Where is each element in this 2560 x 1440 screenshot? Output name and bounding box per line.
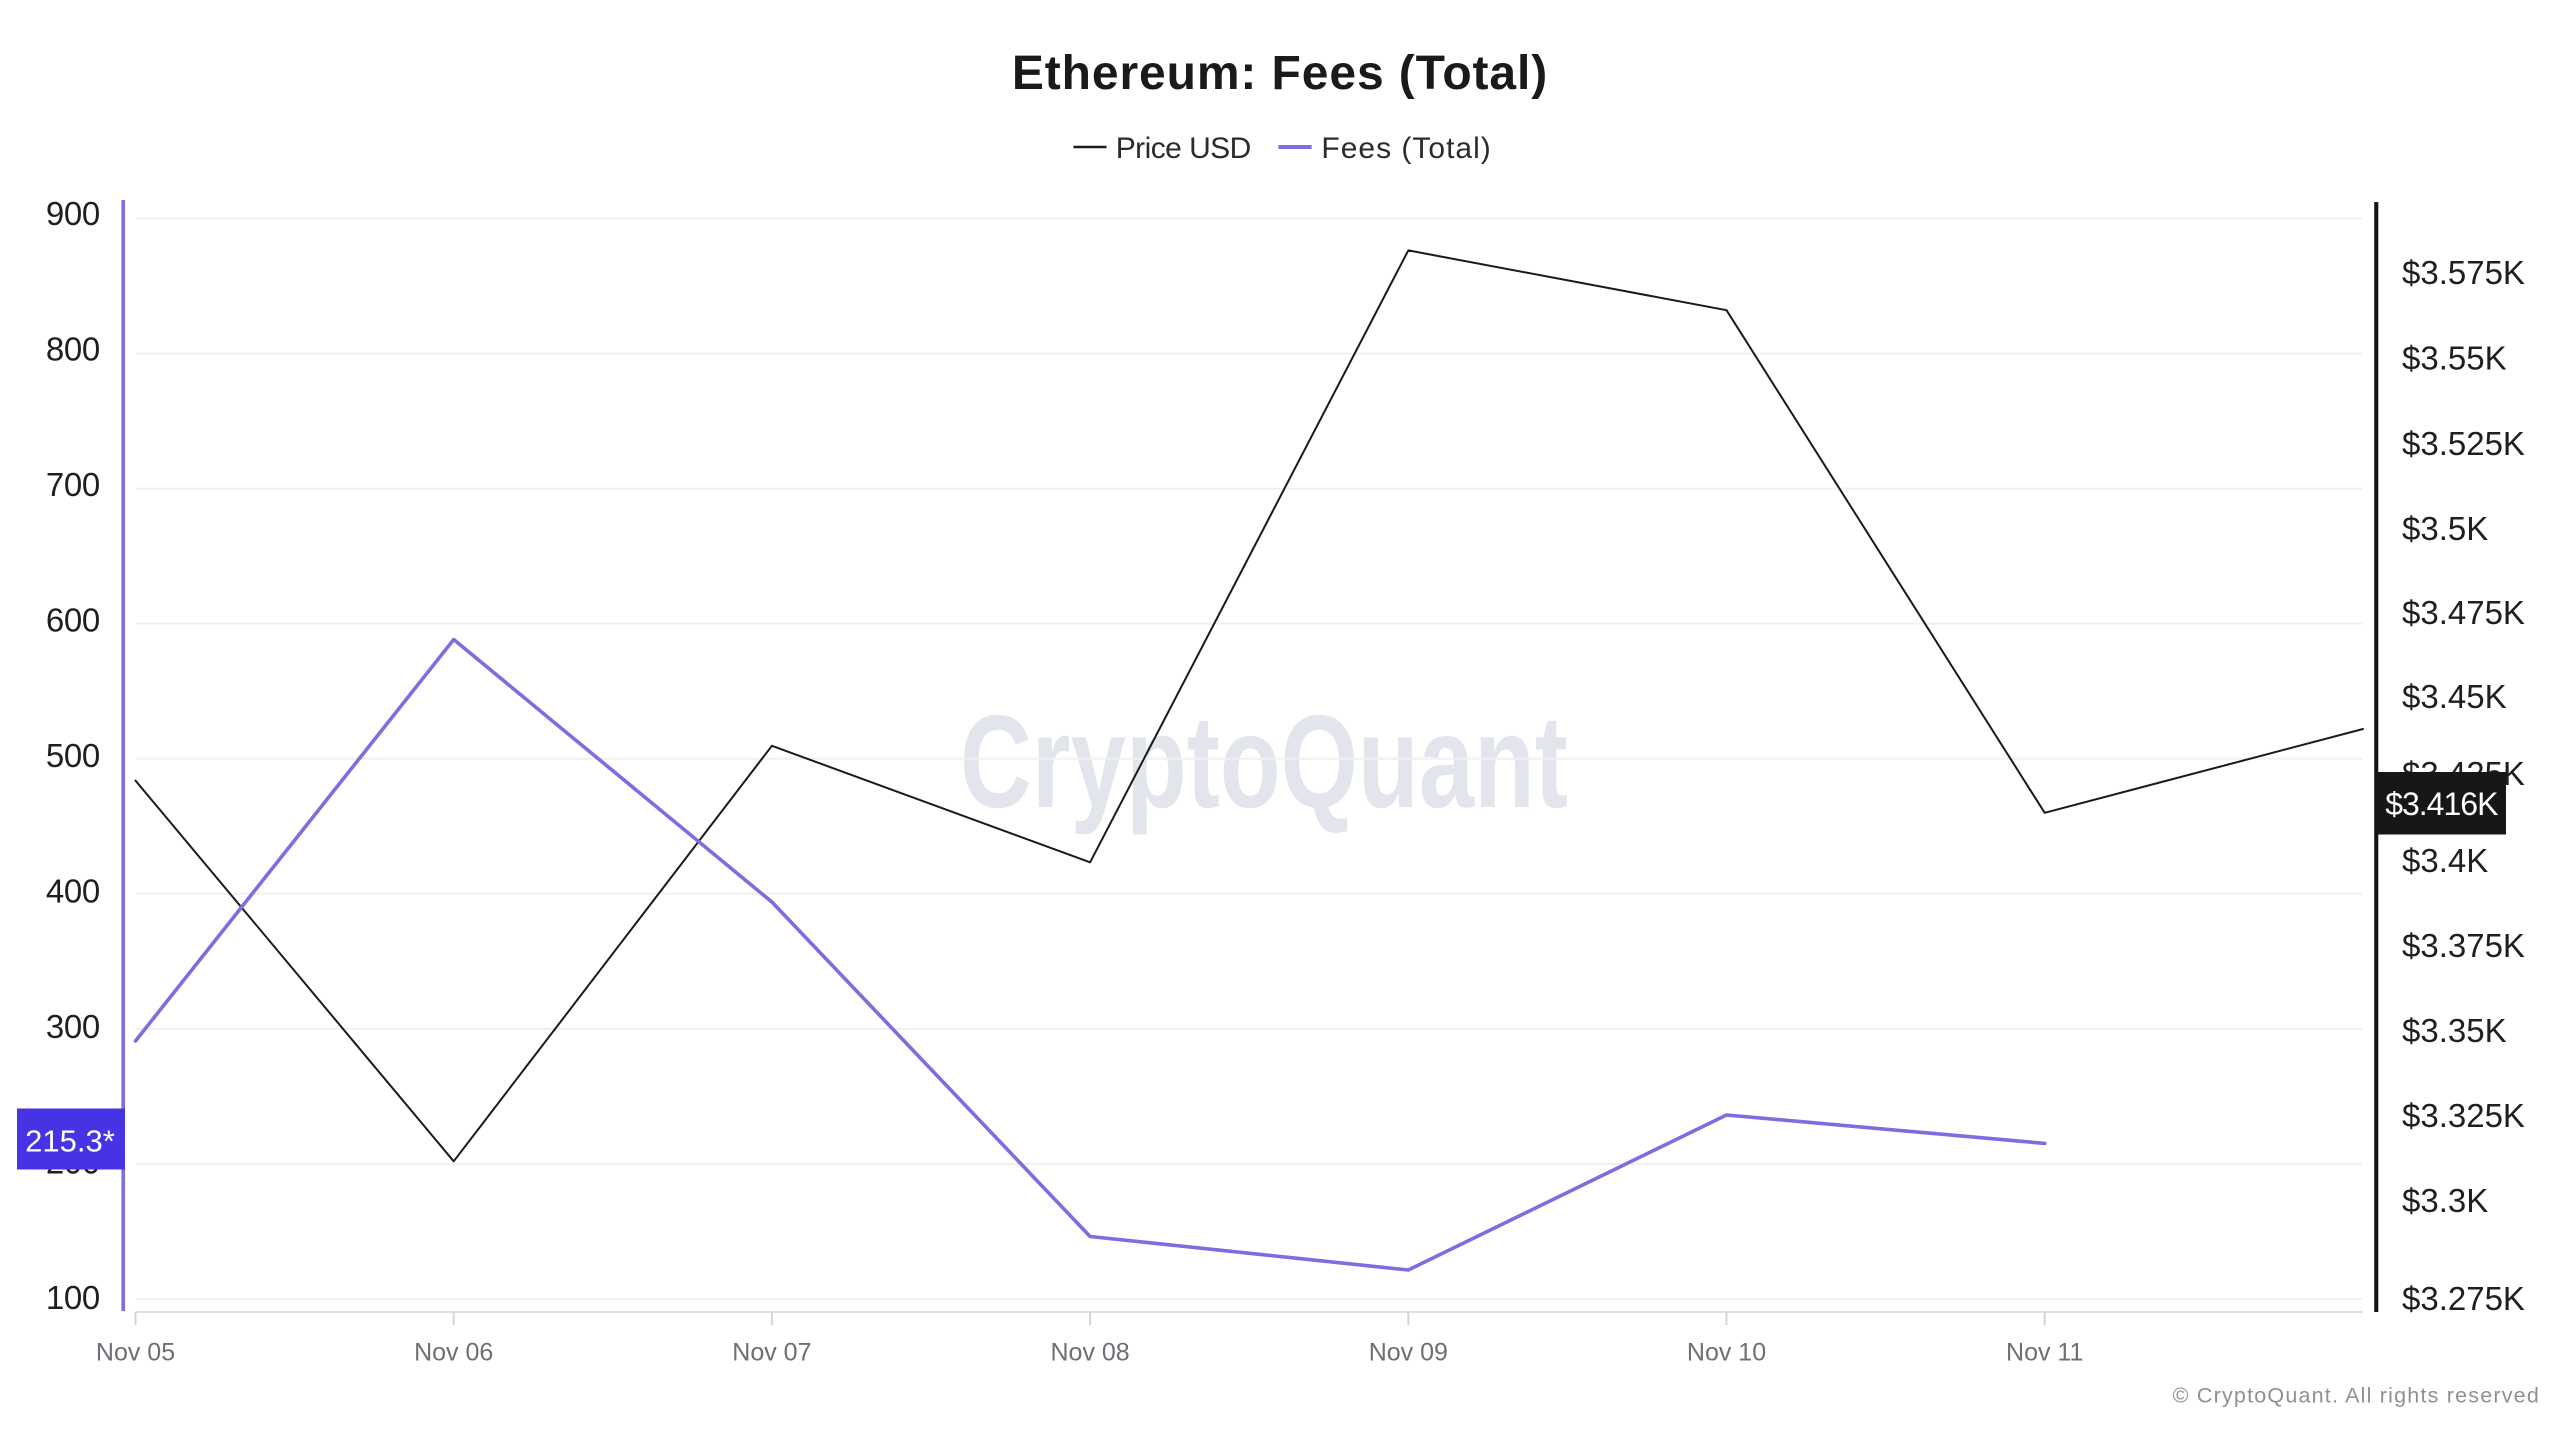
svg-text:Price USD: Price USD (1116, 132, 1251, 165)
svg-text:$3.5K: $3.5K (2402, 510, 2488, 547)
svg-text:© CryptoQuant. All rights rese: © CryptoQuant. All rights reserved (2173, 1384, 2540, 1408)
svg-text:$3.325K: $3.325K (2402, 1097, 2525, 1134)
svg-text:$3.45K: $3.45K (2402, 678, 2507, 715)
svg-text:Nov 09: Nov 09 (1369, 1339, 1448, 1367)
svg-text:Nov 07: Nov 07 (732, 1339, 811, 1367)
svg-text:400: 400 (46, 872, 100, 909)
svg-text:Nov 06: Nov 06 (414, 1339, 493, 1367)
svg-text:Ethereum: Fees (Total): Ethereum: Fees (Total) (1012, 47, 1548, 100)
svg-text:Nov 10: Nov 10 (1687, 1339, 1766, 1367)
svg-text:$3.275K: $3.275K (2402, 1280, 2525, 1317)
svg-text:$3.4K: $3.4K (2402, 842, 2488, 879)
svg-text:$3.375K: $3.375K (2402, 927, 2525, 964)
svg-text:$3.525K: $3.525K (2402, 425, 2525, 462)
svg-text:900: 900 (46, 195, 100, 232)
svg-text:Nov 05: Nov 05 (96, 1339, 175, 1367)
svg-text:Nov 11: Nov 11 (2006, 1339, 2083, 1367)
svg-text:700: 700 (46, 466, 100, 503)
svg-text:100: 100 (46, 1279, 100, 1316)
svg-text:$3.575K: $3.575K (2402, 254, 2525, 291)
svg-text:800: 800 (46, 330, 100, 367)
svg-text:300: 300 (46, 1008, 100, 1045)
svg-text:Fees (Total): Fees (Total) (1321, 132, 1491, 165)
svg-text:$3.3K: $3.3K (2402, 1182, 2488, 1219)
svg-text:215.3*: 215.3* (25, 1124, 115, 1159)
svg-text:$3.416K: $3.416K (2385, 786, 2498, 822)
svg-text:500: 500 (46, 737, 100, 774)
svg-text:Nov 08: Nov 08 (1050, 1339, 1129, 1367)
svg-text:CryptoQuant: CryptoQuant (960, 688, 1568, 835)
svg-text:$3.475K: $3.475K (2402, 594, 2525, 631)
svg-text:600: 600 (46, 601, 100, 638)
svg-text:$3.35K: $3.35K (2402, 1012, 2507, 1049)
svg-text:$3.55K: $3.55K (2402, 339, 2507, 376)
